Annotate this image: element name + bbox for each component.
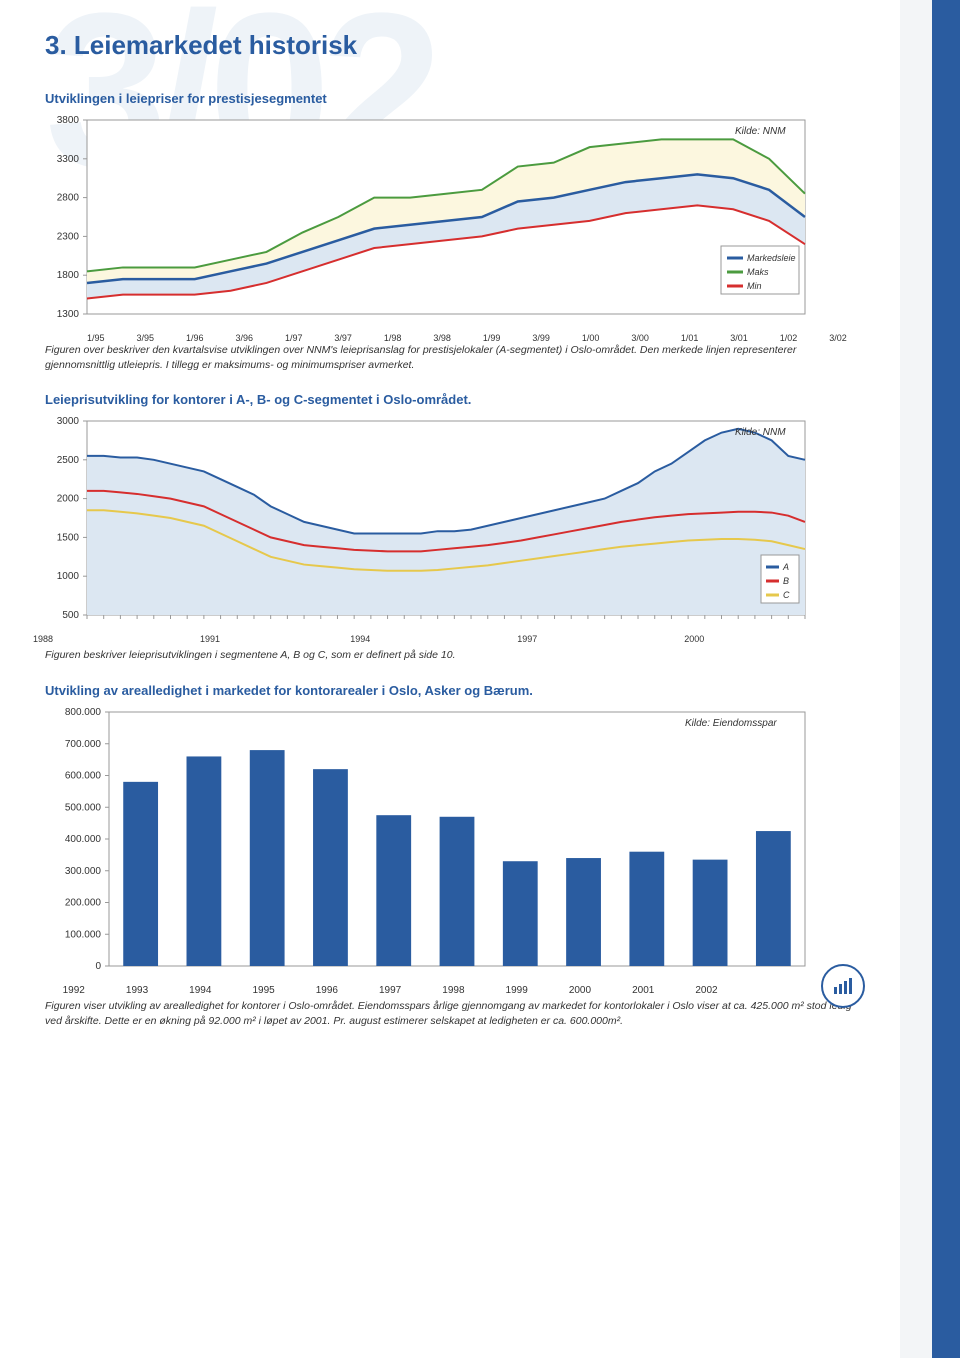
chart3: 800.000 700.000 600.000 500.000 400.000 300.0… <box>45 704 855 979</box>
chart1-heading: Utviklingen i leiepriser for prestisjese… <box>45 91 855 106</box>
svg-text:Maks: Maks <box>747 267 769 277</box>
svg-text:3300: 3300 <box>57 154 80 165</box>
chart3-caption: Figuren viser utvikling av arealledighet… <box>45 999 855 1028</box>
svg-text:1000: 1000 <box>57 572 80 583</box>
chart1-caption: Figuren over beskriver den kvartalsvise … <box>45 343 855 372</box>
chart2-heading: Leieprisutvikling for kontorer i A-, B- … <box>45 392 855 407</box>
page-number: 11 <box>875 320 891 337</box>
chart2-xaxis: 19881991199419972000 <box>45 634 855 648</box>
svg-text:1300: 1300 <box>57 309 80 320</box>
svg-text:Kilde: NNM: Kilde: NNM <box>735 427 786 438</box>
svg-text:A: A <box>782 562 789 572</box>
chart-badge-icon <box>821 964 865 1008</box>
svg-text:1800: 1800 <box>57 270 80 281</box>
svg-text:Markedsleie: Markedsleie <box>747 253 796 263</box>
svg-text:B: B <box>783 576 789 586</box>
chart1-xaxis: 1/953/951/963/961/973/971/983/981/993/99… <box>45 333 855 343</box>
svg-text:2500: 2500 <box>57 455 80 466</box>
svg-text:500: 500 <box>62 610 79 621</box>
svg-text:0: 0 <box>95 961 101 972</box>
svg-text:C: C <box>783 590 790 600</box>
svg-text:Min: Min <box>747 281 762 291</box>
svg-text:200.000: 200.000 <box>65 898 102 909</box>
svg-text:2000: 2000 <box>57 494 80 505</box>
svg-text:3800: 3800 <box>57 115 80 126</box>
svg-text:2300: 2300 <box>57 231 80 242</box>
svg-text:300.000: 300.000 <box>65 866 102 877</box>
chart2: 3000 2500 2000 1500 1000 500 Kilde: NNM ABC <box>45 413 855 628</box>
svg-text:2800: 2800 <box>57 193 80 204</box>
svg-text:600.000: 600.000 <box>65 771 102 782</box>
chart1: 3800 3300 2800 2300 1800 1300 Kilde: NNM Marked… <box>45 112 855 327</box>
chart2-caption: Figuren beskriver leieprisutviklingen i … <box>45 648 855 663</box>
svg-text:Kilde: NNM: Kilde: NNM <box>735 126 786 137</box>
svg-text:400.000: 400.000 <box>65 834 102 845</box>
svg-text:500.000: 500.000 <box>65 802 102 813</box>
svg-text:3000: 3000 <box>57 416 80 427</box>
svg-text:Kilde: Eiendomsspar: Kilde: Eiendomsspar <box>685 718 777 729</box>
page-title: 3. Leiemarkedet historisk <box>45 30 855 61</box>
svg-text:1500: 1500 <box>57 533 80 544</box>
svg-text:800.000: 800.000 <box>65 707 102 718</box>
svg-text:700.000: 700.000 <box>65 739 102 750</box>
chart3-xaxis: 1992199319941995199619971998199920002001… <box>45 985 855 999</box>
chart3-heading: Utvikling av arealledighet i markedet fo… <box>45 683 855 698</box>
svg-text:100.000: 100.000 <box>65 929 102 940</box>
